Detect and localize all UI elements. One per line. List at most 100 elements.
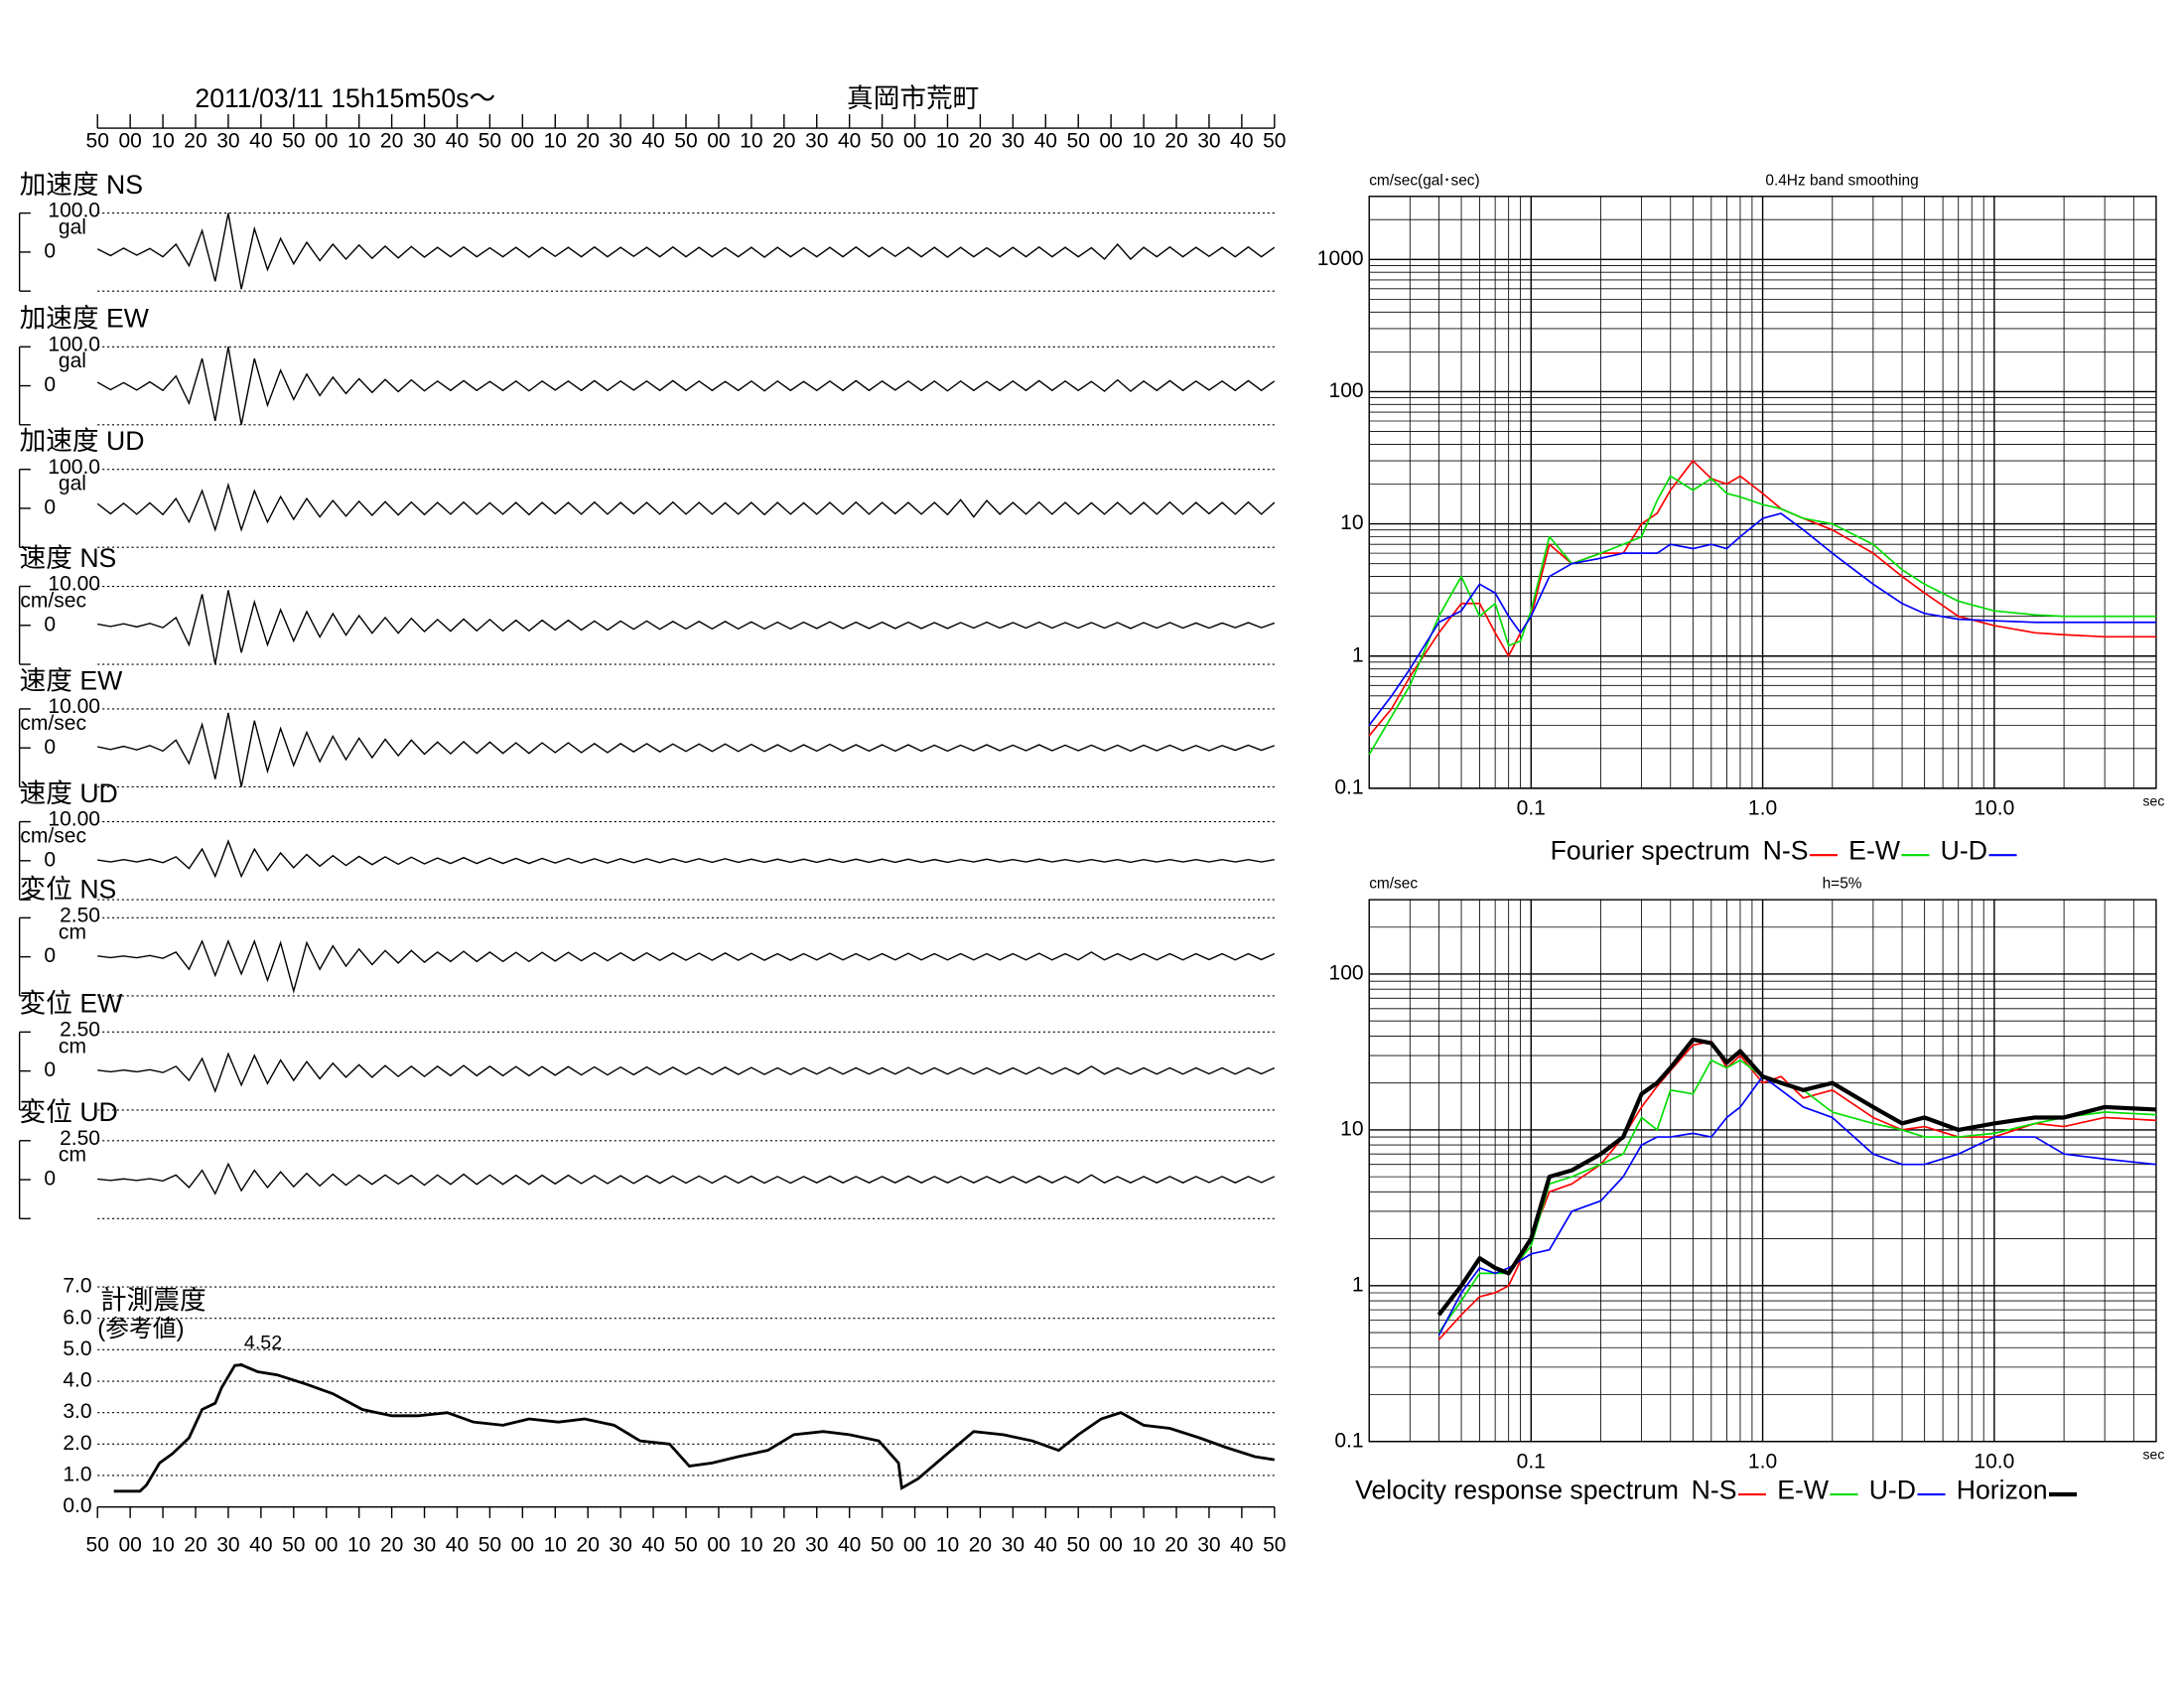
- legend-label: Horizon: [1957, 1475, 2048, 1504]
- legend-label: E-W: [1777, 1475, 1830, 1504]
- x-tick-label: 30: [609, 1533, 631, 1556]
- x-tick-label: 10: [151, 1533, 174, 1556]
- legend-label: E-W: [1848, 835, 1901, 865]
- x-tick-label: 20: [1164, 130, 1187, 153]
- y-tick-label: 1: [1352, 643, 1364, 666]
- unit-label: cm: [59, 920, 86, 943]
- x-tick-label: 10: [1132, 1533, 1155, 1556]
- waveform: [96, 347, 1276, 425]
- y-tick-label: 0: [44, 848, 56, 871]
- series-line: [1437, 1058, 2156, 1334]
- x-tick-label: 50: [282, 130, 305, 153]
- x-tick-label: 40: [446, 130, 469, 153]
- y-tick-label: 0.1: [1334, 1429, 1363, 1452]
- x-tick-label: 30: [216, 130, 239, 153]
- x-tick-label: 00: [707, 1533, 730, 1556]
- x-tick-label: 20: [184, 1533, 206, 1556]
- x-axis-label: sec: [2143, 1446, 2165, 1462]
- legend-label: U-D: [1869, 1475, 1916, 1504]
- x-tick-label: 50: [871, 1533, 893, 1556]
- series-line: [1437, 1075, 2157, 1336]
- waveform: [96, 482, 1276, 532]
- y-axis-label: cm/sec: [1369, 876, 1418, 893]
- x-tick-label: 40: [838, 130, 861, 153]
- plot-frame: [1368, 196, 2157, 789]
- x-tick-label: 00: [511, 130, 534, 153]
- unit-label: gal: [59, 350, 86, 372]
- x-tick-label: 10: [936, 130, 959, 153]
- legend-title: Fourier spectrum: [1551, 835, 1750, 865]
- x-tick-label: 20: [380, 130, 403, 153]
- x-tick-label: 10: [936, 1533, 959, 1556]
- x-tick-label: 40: [641, 130, 664, 153]
- waveform: [97, 712, 1276, 787]
- y-tick-label: 0: [44, 1058, 56, 1081]
- x-tick-label: 00: [903, 130, 926, 153]
- x-tick-label: 30: [1197, 1533, 1220, 1556]
- station-name: 真岡市荒町: [847, 83, 979, 113]
- x-tick-label: 00: [903, 1533, 926, 1556]
- x-tick-label: 10.0: [1974, 1450, 2014, 1473]
- y-tick-label: 100.0: [48, 200, 100, 222]
- x-tick-label: 40: [249, 130, 272, 153]
- x-tick-label: 10: [740, 1533, 762, 1556]
- y-tick-label: 100.0: [48, 456, 100, 479]
- x-tick-label: 40: [1230, 130, 1253, 153]
- y-tick-label: 0: [44, 944, 56, 967]
- legend-label: N-S: [1692, 1475, 1737, 1504]
- x-tick-label: 10: [740, 130, 762, 153]
- x-tick-label: 40: [1034, 130, 1057, 153]
- x-tick-label: 10: [544, 130, 567, 153]
- x-tick-label: 00: [707, 130, 730, 153]
- y-tick-label: 0: [44, 613, 56, 635]
- waveform: [97, 1052, 1276, 1094]
- panel-label: 速度 EW: [20, 665, 123, 695]
- x-tick-label: 50: [1066, 130, 1089, 153]
- waveform: [96, 212, 1276, 290]
- peak-marker: [239, 1362, 243, 1367]
- x-tick-label: 50: [478, 130, 501, 153]
- x-tick-label: 40: [446, 1533, 469, 1556]
- chart-subtitle: h=5%: [1823, 876, 1862, 893]
- x-tick-label: 20: [577, 130, 600, 153]
- series-line: [1436, 1037, 2157, 1317]
- x-tick-label: 00: [1099, 1533, 1122, 1556]
- y-tick-label: 10: [1340, 1117, 1363, 1140]
- unit-label: cm/sec: [20, 590, 86, 613]
- unit-label: cm: [59, 1035, 86, 1057]
- y-tick-label: 5.0: [63, 1337, 91, 1360]
- unit-label: cm/sec: [20, 712, 86, 735]
- x-tick-label: 00: [118, 130, 141, 153]
- y-tick-label: 2.50: [60, 905, 100, 927]
- x-tick-label: 20: [184, 130, 206, 153]
- y-tick-label: 1: [1352, 1273, 1364, 1296]
- x-tick-label: 20: [772, 1533, 795, 1556]
- x-tick-label: 50: [86, 130, 109, 153]
- chart-title: 計測震度: [100, 1286, 206, 1316]
- y-tick-label: 6.0: [63, 1306, 91, 1329]
- panel-label: 速度 NS: [20, 543, 117, 573]
- x-tick-label: 50: [1263, 130, 1286, 153]
- y-tick-label: 10.00: [48, 695, 100, 718]
- x-tick-label: 1.0: [1748, 796, 1777, 819]
- y-tick-label: 3.0: [63, 1400, 91, 1423]
- chart-subtitle: 0.4Hz band smoothing: [1765, 172, 1918, 189]
- x-tick-label: 50: [871, 130, 893, 153]
- legend-label: U-D: [1941, 835, 1987, 865]
- x-tick-label: 00: [315, 130, 338, 153]
- x-tick-label: 10.0: [1974, 796, 2014, 819]
- x-tick-label: 00: [118, 1533, 141, 1556]
- series-line: [1368, 512, 2156, 726]
- x-tick-label: 40: [249, 1533, 272, 1556]
- y-tick-label: 0.0: [63, 1494, 91, 1517]
- x-tick-label: 30: [1002, 130, 1024, 153]
- x-tick-label: 40: [1034, 1533, 1057, 1556]
- y-tick-label: 0: [44, 373, 56, 396]
- panel-label: 加速度 NS: [20, 170, 143, 200]
- y-tick-label: 0: [44, 496, 56, 519]
- unit-label: cm: [59, 1144, 86, 1167]
- x-tick-label: 50: [1066, 1533, 1089, 1556]
- x-tick-label: 20: [969, 1533, 992, 1556]
- x-tick-label: 30: [1197, 130, 1220, 153]
- x-tick-label: 40: [838, 1533, 861, 1556]
